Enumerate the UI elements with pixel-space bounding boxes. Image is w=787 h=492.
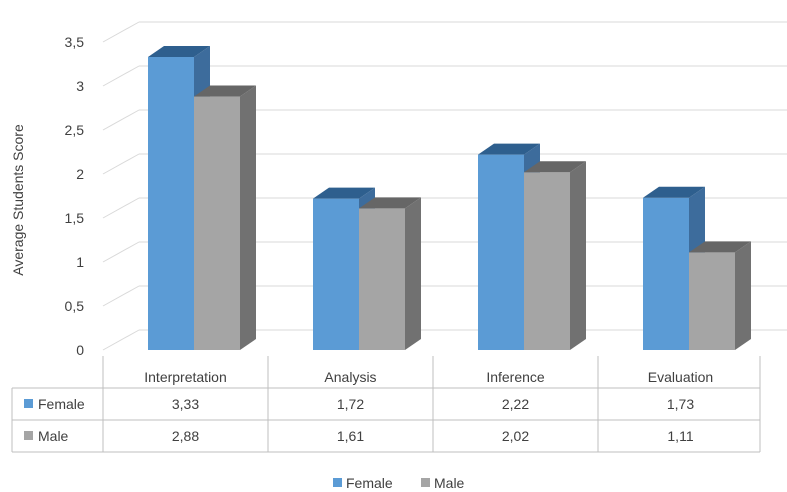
bar-top bbox=[148, 45, 210, 57]
bar-side bbox=[570, 161, 586, 350]
y-tick-label: 3,5 bbox=[65, 34, 85, 50]
table-row-label: Female bbox=[38, 396, 85, 412]
y-axis-ticks: 0 0,5 1 1,5 2 2,5 3 3,5 bbox=[65, 34, 85, 358]
bar-side bbox=[405, 197, 421, 350]
bar-top bbox=[359, 197, 421, 209]
bar-front bbox=[148, 56, 194, 351]
legend[interactable]: Female Male bbox=[333, 475, 465, 491]
table-cell: 2,88 bbox=[172, 428, 199, 444]
bar-side bbox=[240, 85, 256, 350]
bar-top bbox=[524, 161, 586, 173]
bar-front bbox=[689, 252, 735, 350]
table-cell: 1,11 bbox=[667, 428, 693, 444]
bar-male-analysis bbox=[359, 197, 421, 350]
gridline-diagonal bbox=[102, 329, 140, 351]
bars bbox=[148, 45, 751, 351]
table-column-header: Evaluation bbox=[648, 369, 713, 385]
bar-male-interpretation bbox=[194, 85, 256, 350]
bar-front bbox=[478, 154, 524, 350]
legend-swatch-male bbox=[421, 478, 430, 487]
gridline-diagonal bbox=[102, 241, 140, 263]
legend-swatch-female bbox=[333, 478, 342, 487]
y-tick-label: 1,5 bbox=[65, 210, 85, 226]
gridline-diagonal bbox=[102, 65, 140, 87]
bar-top bbox=[194, 85, 256, 97]
gridline-diagonal bbox=[102, 109, 140, 131]
y-tick-label: 1 bbox=[76, 254, 84, 270]
table-row-label: Male bbox=[38, 428, 69, 444]
y-axis-label: Average Students Score bbox=[10, 124, 26, 276]
gridline-diagonal bbox=[102, 153, 140, 175]
table-cell: 2,22 bbox=[502, 396, 529, 412]
y-tick-label: 0,5 bbox=[65, 298, 85, 314]
table-column-header: Inference bbox=[486, 369, 545, 385]
bar-male-inference bbox=[524, 161, 586, 350]
bar-front bbox=[524, 172, 570, 350]
gridline-diagonal bbox=[102, 285, 140, 307]
table-column-header: Interpretation bbox=[144, 369, 227, 385]
bar-top bbox=[478, 143, 540, 155]
table-cell: 1,72 bbox=[337, 396, 364, 412]
legend-label-female: Female bbox=[346, 475, 393, 491]
bar-front bbox=[643, 197, 689, 350]
table-series-swatch bbox=[24, 399, 33, 408]
bar-side bbox=[735, 241, 751, 350]
table-cell: 1,73 bbox=[667, 396, 694, 412]
table-cell: 1,61 bbox=[337, 428, 364, 444]
bar-front bbox=[313, 198, 359, 350]
gridline-diagonal bbox=[102, 197, 140, 219]
data-table: Interpretation Analysis Inference Evaluatio… bbox=[11, 356, 761, 453]
y-tick-label: 2 bbox=[76, 166, 84, 182]
bar-top bbox=[643, 186, 705, 198]
gridline-diagonal bbox=[102, 21, 140, 43]
bar-top bbox=[689, 241, 751, 253]
y-tick-label: 0 bbox=[76, 342, 84, 358]
table-series-swatch bbox=[24, 431, 33, 440]
table-cell: 2,02 bbox=[502, 428, 529, 444]
y-tick-label: 2,5 bbox=[65, 122, 85, 138]
legend-label-male: Male bbox=[434, 475, 465, 491]
bar-front bbox=[194, 96, 240, 350]
table-column-header: Analysis bbox=[324, 369, 376, 385]
table-cell: 3,33 bbox=[172, 396, 199, 412]
bar-front bbox=[359, 208, 405, 350]
y-tick-label: 3 bbox=[76, 78, 84, 94]
bar-male-evaluation bbox=[689, 241, 751, 350]
bar-top bbox=[313, 187, 375, 199]
